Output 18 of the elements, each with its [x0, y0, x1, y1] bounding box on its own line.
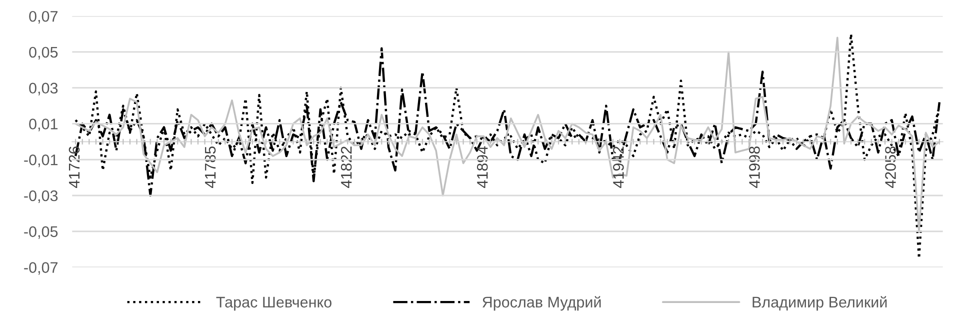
y-tick-label: -0,07: [24, 262, 58, 275]
y-tick-label: -0,01: [24, 154, 58, 168]
x-tick-label: 41726: [68, 146, 80, 188]
x-tick-label: 41894: [476, 146, 488, 188]
y-tick-label: -0,03: [24, 190, 58, 203]
y-tick-label: 0,05: [29, 46, 58, 60]
x-tick-label: 41785: [204, 146, 216, 188]
x-tick-label: 41822: [340, 146, 352, 188]
x-tick-label: 41942: [613, 146, 624, 188]
legend-label: Владимир Великий: [752, 296, 887, 311]
x-tick-label: 41998: [749, 146, 760, 188]
legend-label: Тарас Шевченко: [216, 296, 332, 311]
x-tick-label: 42058: [885, 146, 896, 188]
y-tick-label: 0,03: [29, 82, 58, 96]
y-tick-label: 0,07: [29, 10, 58, 24]
legend-label: Ярослав Мудрий: [482, 296, 601, 311]
y-tick-label: -0,05: [24, 226, 58, 239]
y-tick-label: 0,01: [29, 118, 58, 132]
